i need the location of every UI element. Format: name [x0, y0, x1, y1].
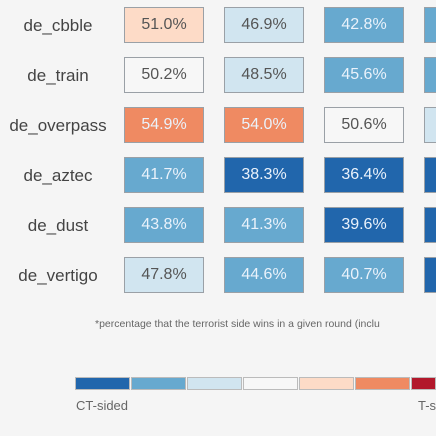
- row-label: de_dust: [27, 216, 89, 235]
- heatmap-cell: 38.3%: [224, 157, 304, 193]
- row-label: de_overpass: [9, 116, 107, 135]
- heatmap-cell: 39.6%: [324, 207, 404, 243]
- footnote: *percentage that the terrorist side wins…: [95, 318, 380, 330]
- heatmap-cell: 50.2%: [124, 57, 204, 93]
- heatmap-cell: 42.8%: [324, 7, 404, 43]
- heatmap-cell: 50.6%: [324, 107, 404, 143]
- heatmap-cell-clipped: [424, 207, 436, 243]
- colorbar-segment: [411, 377, 436, 390]
- heatmap-cell: 43.8%: [124, 207, 204, 243]
- colorbar-segment: [243, 377, 298, 390]
- heatmap-cell: 41.3%: [224, 207, 304, 243]
- heatmap-cell: 54.0%: [224, 107, 304, 143]
- heatmap-cell: 36.4%: [324, 157, 404, 193]
- colorbar-segment: [299, 377, 354, 390]
- heatmap-cell: 46.9%: [224, 7, 304, 43]
- heatmap-cell: 45.6%: [324, 57, 404, 93]
- row-label: de_cbble: [23, 16, 93, 35]
- colorbar-segment: [355, 377, 410, 390]
- colorbar-segment: [131, 377, 186, 390]
- row-label: de_vertigo: [18, 266, 98, 285]
- heatmap-cell-clipped: [424, 107, 436, 143]
- heatmap-cell: 48.5%: [224, 57, 304, 93]
- heatmap-cell-clipped: [424, 57, 436, 93]
- heatmap-cell-clipped: [424, 257, 436, 293]
- heatmap-cell: 41.7%: [124, 157, 204, 193]
- colorbar-segment: [75, 377, 130, 390]
- colorbar-segment: [187, 377, 242, 390]
- heatmap-cell: 47.8%: [124, 257, 204, 293]
- row-label: de_train: [27, 66, 89, 85]
- heatmap-cell: 54.9%: [124, 107, 204, 143]
- heatmap-cell: 44.6%: [224, 257, 304, 293]
- row-label: de_aztec: [23, 166, 93, 185]
- heatmap-cell-clipped: [424, 7, 436, 43]
- colorbar-left-label: CT-sided: [76, 398, 129, 413]
- colorbar-right-label: T-s: [418, 398, 436, 413]
- heatmap-cell-clipped: [424, 157, 436, 193]
- heatmap-cell: 51.0%: [124, 7, 204, 43]
- heatmap-cell: 40.7%: [324, 257, 404, 293]
